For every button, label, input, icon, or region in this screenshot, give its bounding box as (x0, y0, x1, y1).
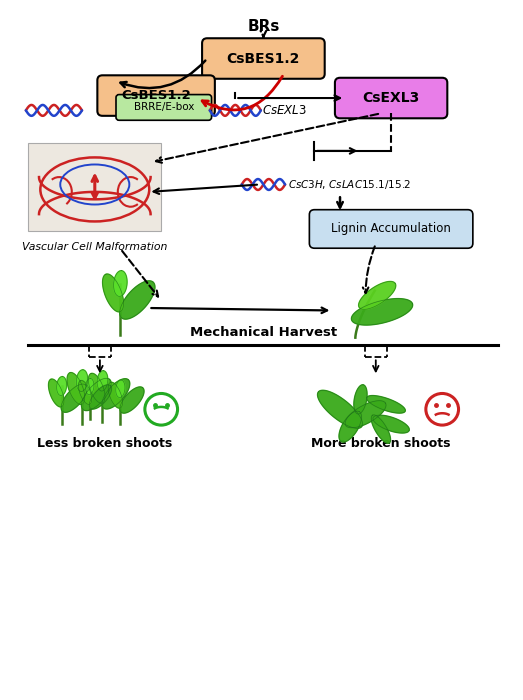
Polygon shape (345, 400, 386, 428)
Polygon shape (102, 379, 130, 409)
Polygon shape (103, 274, 123, 312)
Polygon shape (120, 387, 144, 413)
Polygon shape (61, 384, 87, 412)
Polygon shape (116, 380, 125, 398)
FancyBboxPatch shape (97, 76, 215, 116)
Text: $\it{CsC3H}$, $\it{CsLAC15.1/15.2}$: $\it{CsC3H}$, $\it{CsLAC15.1/15.2}$ (288, 178, 411, 191)
Polygon shape (108, 382, 122, 408)
Text: CsBES1.2: CsBES1.2 (121, 89, 191, 102)
Text: CsBES1.2: CsBES1.2 (226, 52, 300, 66)
FancyBboxPatch shape (116, 94, 211, 120)
Polygon shape (373, 415, 410, 433)
Text: Lignin Accumulation: Lignin Accumulation (331, 223, 451, 235)
Polygon shape (371, 415, 391, 443)
Text: $\it{CsEXL3}$: $\it{CsEXL3}$ (263, 104, 307, 117)
FancyBboxPatch shape (335, 78, 447, 118)
Text: BRRE/E-box: BRRE/E-box (133, 102, 194, 113)
Polygon shape (317, 391, 362, 428)
Text: Less broken shoots: Less broken shoots (37, 438, 173, 450)
Polygon shape (351, 299, 413, 325)
Polygon shape (82, 378, 111, 411)
Text: More broken shoots: More broken shoots (311, 438, 451, 450)
Text: BRs: BRs (247, 19, 280, 34)
Polygon shape (49, 379, 64, 407)
Polygon shape (56, 377, 66, 395)
Polygon shape (359, 281, 396, 309)
Polygon shape (67, 372, 85, 405)
Polygon shape (88, 373, 105, 403)
Circle shape (145, 393, 178, 425)
Polygon shape (76, 370, 88, 391)
Text: Vascular Cell Malformation: Vascular Cell Malformation (22, 242, 167, 252)
Polygon shape (89, 385, 111, 409)
Text: Mechanical Harvest: Mechanical Harvest (190, 326, 337, 339)
FancyBboxPatch shape (28, 143, 161, 232)
Polygon shape (113, 271, 127, 296)
Polygon shape (85, 379, 94, 395)
Polygon shape (354, 385, 367, 414)
Circle shape (426, 393, 459, 425)
Polygon shape (97, 371, 108, 391)
Polygon shape (367, 395, 405, 413)
FancyBboxPatch shape (310, 210, 473, 248)
Polygon shape (120, 281, 155, 319)
Polygon shape (339, 411, 361, 442)
Text: CsEXL3: CsEXL3 (362, 91, 420, 105)
FancyBboxPatch shape (202, 38, 325, 79)
Polygon shape (78, 381, 92, 405)
